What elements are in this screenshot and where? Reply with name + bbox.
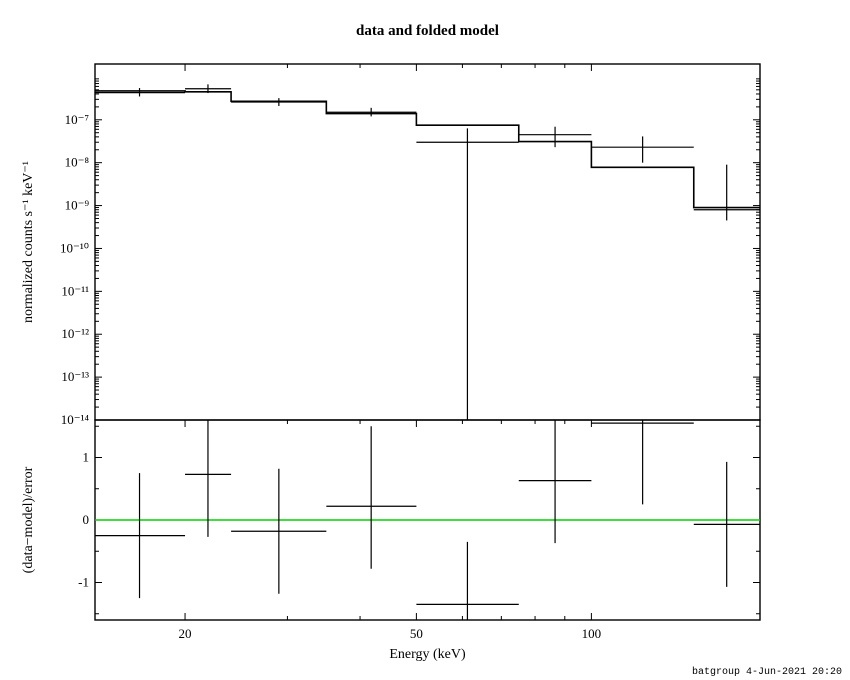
bottom-ylabel: (data−model)/error bbox=[21, 466, 36, 573]
spectrum-plot: data and folded model batgroup 4-Jun-2021… bbox=[0, 0, 850, 680]
top-yticklabel: 10⁻¹³ bbox=[61, 369, 89, 384]
top-ylabel: normalized counts s⁻¹ keV⁻¹ bbox=[21, 161, 36, 323]
top-yticklabel: 10⁻⁹ bbox=[65, 198, 90, 213]
footer-text: batgroup 4-Jun-2021 20:20 bbox=[692, 666, 842, 678]
top-yticklabel: 10⁻⁷ bbox=[65, 112, 89, 127]
plot-title: data and folded model bbox=[356, 23, 499, 39]
bottom-yticklabel: -1 bbox=[78, 575, 89, 590]
xticklabel: 20 bbox=[179, 626, 192, 641]
chart-stage: data and folded model batgroup 4-Jun-2021… bbox=[0, 0, 850, 680]
plot-bg bbox=[0, 0, 850, 680]
bottom-yticklabel: 1 bbox=[83, 450, 90, 465]
top-yticklabel: 10⁻⁸ bbox=[65, 155, 90, 170]
top-yticklabel: 10⁻¹¹ bbox=[61, 283, 89, 298]
top-yticklabel: 10⁻¹² bbox=[61, 326, 89, 341]
top-yticklabel: 10⁻¹⁰ bbox=[60, 240, 89, 255]
xticklabel: 100 bbox=[582, 626, 602, 641]
xlabel: Energy (keV) bbox=[389, 647, 466, 662]
top-yticklabel: 10⁻¹⁴ bbox=[61, 412, 90, 427]
bottom-yticklabel: 0 bbox=[83, 512, 90, 527]
xticklabel: 50 bbox=[410, 626, 423, 641]
